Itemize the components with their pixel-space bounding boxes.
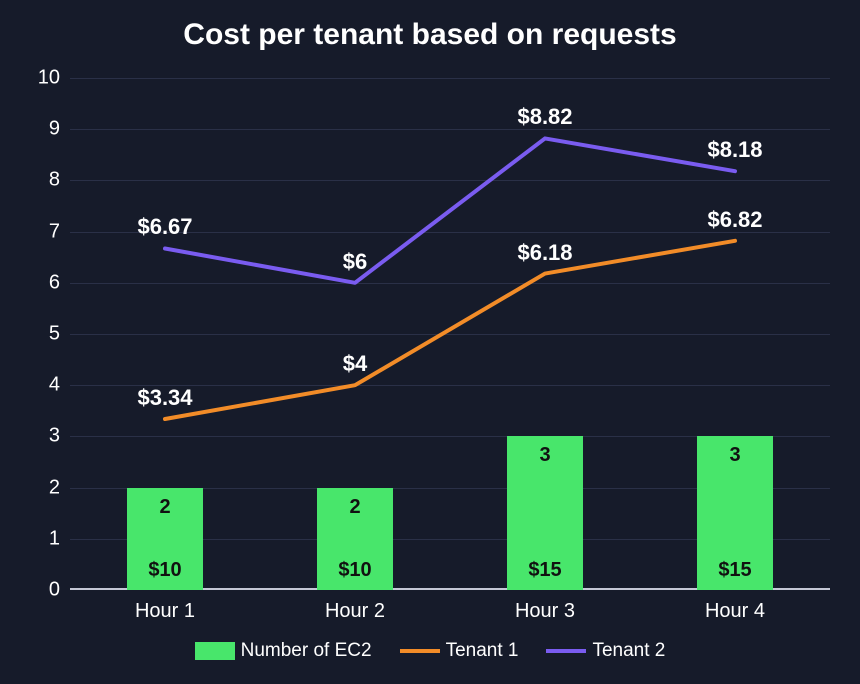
x-tick-label: Hour 4: [705, 590, 765, 623]
x-tick-label: Hour 2: [325, 590, 385, 623]
legend-label: Number of EC2: [241, 640, 372, 662]
y-tick-label: 6: [49, 271, 70, 294]
cost-per-tenant-chart: Cost per tenant based on requests 012345…: [0, 0, 860, 684]
chart-title: Cost per tenant based on requests: [0, 18, 860, 52]
y-tick-label: 7: [49, 220, 70, 243]
y-tick-label: 8: [49, 169, 70, 192]
plot-area: 012345678910Hour 1Hour 2Hour 3Hour 42$10…: [70, 78, 830, 590]
x-tick-label: Hour 1: [135, 590, 195, 623]
legend-swatch: [546, 649, 586, 653]
legend-swatch: [195, 642, 235, 660]
y-tick-label: 10: [38, 67, 70, 90]
series-value-label: $8.18: [707, 137, 762, 163]
legend-item: Tenant 2: [546, 640, 665, 662]
legend-label: Tenant 2: [592, 640, 665, 662]
legend-item: Tenant 1: [400, 640, 519, 662]
y-tick-label: 4: [49, 374, 70, 397]
legend-item: Number of EC2: [195, 640, 372, 662]
series-value-label: $6.67: [137, 214, 192, 240]
y-tick-label: 5: [49, 323, 70, 346]
legend-swatch: [400, 649, 440, 653]
y-tick-label: 0: [49, 579, 70, 602]
y-tick-label: 3: [49, 425, 70, 448]
legend: Number of EC2 Tenant 1 Tenant 2: [140, 640, 720, 662]
legend-label: Tenant 1: [446, 640, 519, 662]
x-tick-label: Hour 3: [515, 590, 575, 623]
y-tick-label: 2: [49, 476, 70, 499]
y-tick-label: 1: [49, 527, 70, 550]
y-tick-label: 9: [49, 118, 70, 141]
series-value-label: $8.82: [517, 104, 572, 130]
series-value-label: $6: [343, 249, 367, 275]
